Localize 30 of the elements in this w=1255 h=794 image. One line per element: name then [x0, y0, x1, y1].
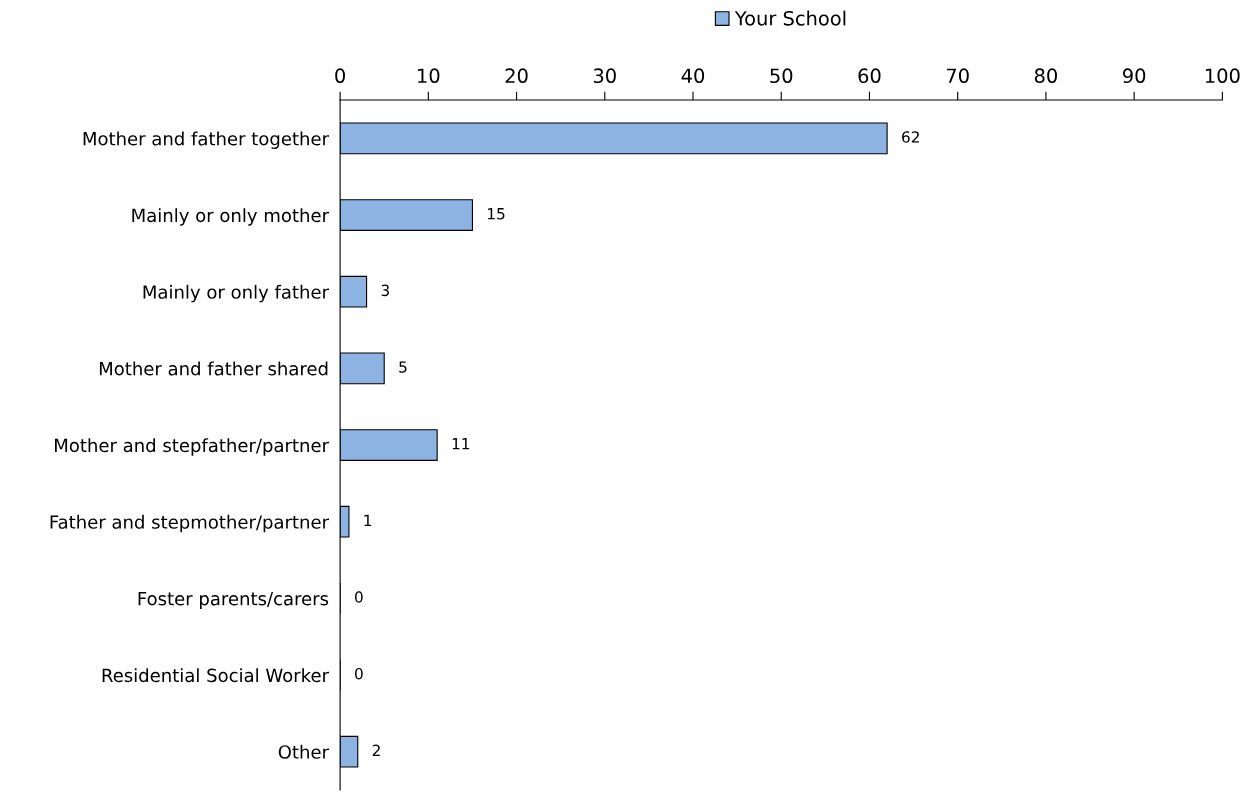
x-tick-label: 60: [858, 68, 881, 84]
y-tick-label: Mainly or only mother: [132, 208, 329, 226]
x-tick-label: 100: [1205, 68, 1240, 84]
x-tick-label: 30: [593, 68, 616, 84]
data-label: 15: [488, 208, 505, 220]
legend-label: Your School: [734, 10, 846, 26]
y-tick-label: Other: [278, 744, 329, 759]
x-tick-label: 10: [418, 68, 440, 84]
data-label: 11: [452, 438, 470, 450]
y-tick-label: Mother and father shared: [99, 361, 328, 376]
data-label: 3: [381, 284, 389, 297]
y-tick-label: Mainly or only father: [143, 284, 329, 303]
data-label: 0: [355, 667, 363, 680]
x-tick-label: 40: [681, 68, 705, 84]
data-label: 0: [355, 591, 363, 603]
x-tick-label: 50: [770, 68, 793, 84]
data-label: 2: [372, 744, 380, 756]
x-tick-label: 20: [505, 68, 528, 84]
data-label: 5: [399, 361, 407, 373]
x-tick-label: 0: [335, 68, 345, 84]
y-tick-label: Residential Social Worker: [102, 668, 329, 683]
y-tick-label: Mother and stepfather/partner: [55, 438, 329, 456]
data-label: 62: [902, 131, 919, 143]
y-tick-label: Foster parents/carers: [138, 592, 329, 609]
x-tick-label: 80: [1034, 68, 1057, 84]
y-tick-label: Mother and father together: [83, 131, 329, 149]
y-tick-label: Father and stepmother/partner: [50, 514, 329, 533]
data-label: 1: [364, 514, 372, 526]
x-tick-label: 90: [1123, 68, 1146, 84]
x-tick-label: 70: [946, 68, 969, 84]
